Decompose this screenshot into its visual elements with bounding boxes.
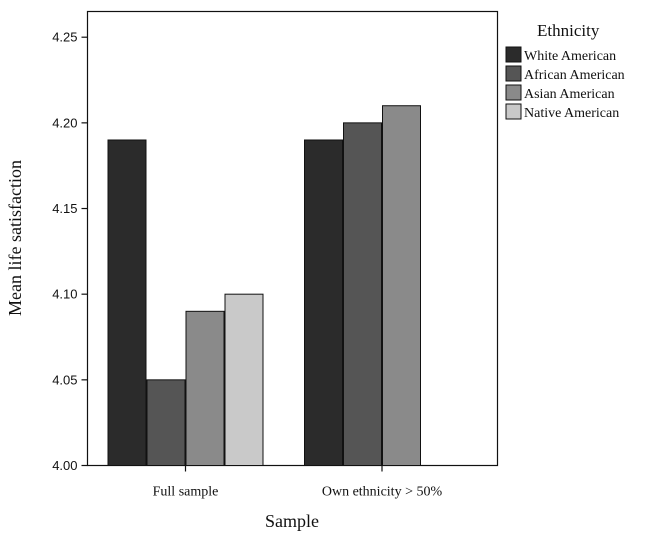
legend: Ethnicity White American African American…: [505, 21, 625, 121]
y-tick-label: 4.20: [52, 115, 77, 130]
bar-african-american-0: [146, 379, 186, 467]
y-tick-label: 4.05: [52, 372, 77, 387]
bar-white-american-0: [107, 139, 147, 466]
bar-asian-american-0: [185, 310, 225, 466]
y-axis-title: Mean life satisfaction: [5, 160, 25, 316]
y-axis: 4.00 4.05 4.10 4.15 4.20 4.25: [52, 30, 88, 473]
bar-asian-american-1: [382, 105, 421, 467]
legend-swatch: [505, 65, 522, 82]
y-tick-label: 4.25: [52, 30, 77, 45]
legend-title: Ethnicity: [537, 21, 600, 40]
y-tick-label: 4.00: [52, 458, 77, 473]
legend-label: African American: [524, 68, 625, 83]
x-tick-label: Own ethnicity > 50%: [322, 485, 443, 500]
bar-native-american-0: [224, 293, 264, 467]
x-axis: Full sample Own ethnicity > 50%: [153, 465, 443, 500]
plot-frame: [86, 10, 499, 467]
x-tick-label: Full sample: [153, 485, 219, 500]
legend-label: White American: [524, 49, 616, 64]
bar-african-american-1: [343, 122, 382, 466]
y-tick-label: 4.10: [52, 287, 77, 302]
legend-label: Native American: [524, 106, 619, 121]
legend-swatch: [505, 84, 522, 101]
legend-label: Asian American: [524, 87, 615, 102]
x-axis-title: Sample: [265, 511, 319, 531]
legend-swatch: [505, 103, 522, 120]
legend-swatch: [505, 46, 522, 63]
bar-white-american-1: [304, 139, 343, 466]
bars: [107, 105, 421, 467]
y-tick-label: 4.15: [52, 201, 77, 216]
